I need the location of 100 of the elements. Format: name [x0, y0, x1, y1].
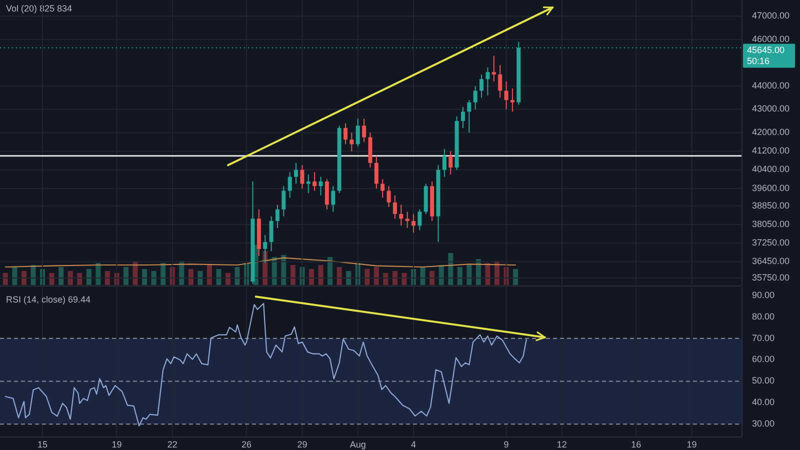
x-tick-label: 16 [631, 439, 642, 450]
bar [308, 269, 314, 285]
bar [188, 269, 194, 285]
y-tick-label: 41200.00 [752, 146, 790, 156]
bar [364, 269, 370, 285]
x-tick-label: 9 [504, 439, 509, 450]
y-tick-label: 47000.00 [752, 10, 790, 21]
candlestick [460, 106, 465, 128]
candlestick [324, 178, 329, 210]
candlestick [343, 122, 348, 145]
y-tick-label: 60.00 [752, 354, 775, 364]
x-tick-label: 19 [686, 439, 697, 450]
candlestick [269, 216, 274, 252]
candlestick [473, 86, 478, 110]
candlestick [392, 194, 397, 220]
bar [104, 271, 110, 285]
candlestick [356, 118, 360, 148]
candlestick [282, 186, 286, 217]
candlestick [362, 118, 366, 142]
y-tick-label: 38050.00 [752, 218, 790, 229]
bar [336, 267, 342, 285]
candlestick [405, 211, 410, 228]
bar [12, 267, 18, 285]
bar [58, 267, 64, 285]
x-tick-label: 15 [38, 439, 48, 450]
bar [77, 273, 82, 285]
y-tick-label: 39600.00 [752, 182, 790, 193]
candlestick [498, 64, 502, 98]
x-tick-label: 19 [112, 439, 122, 450]
bar [290, 265, 296, 285]
candlestick [331, 186, 336, 212]
y-tick-label: 44000.00 [752, 80, 790, 90]
candlestick [380, 178, 385, 198]
x-tick-label: 22 [167, 439, 178, 450]
candlestick [275, 204, 280, 228]
x-tick-label: 29 [297, 439, 308, 450]
bar [448, 253, 454, 285]
candlestick [386, 186, 391, 208]
candlestick [486, 66, 490, 96]
text: 50:16 [747, 56, 770, 66]
candlestick [399, 204, 404, 226]
bar [485, 263, 490, 285]
candlestick [504, 80, 508, 110]
bar [457, 267, 462, 285]
candlestick [510, 88, 514, 112]
candlestick [442, 148, 446, 178]
x-tick-label: 26 [242, 439, 252, 450]
bar [216, 269, 222, 285]
bar [123, 267, 128, 285]
y-tick-label: 43000.00 [752, 104, 790, 114]
candlestick [412, 214, 416, 234]
bar [96, 263, 101, 285]
y-tick-label: 50.00 [752, 376, 775, 386]
x-tick-label: 12 [556, 439, 567, 450]
bar [281, 255, 286, 285]
candlestick [312, 172, 317, 192]
bar [513, 269, 518, 285]
bar [49, 273, 54, 285]
y-tick-label: 42000.00 [752, 126, 790, 137]
y-tick-label: 36450.00 [752, 256, 790, 266]
candlestick [300, 164, 304, 189]
y-tick-label: 80.00 [752, 311, 775, 322]
bar [420, 267, 426, 285]
bar [383, 273, 388, 285]
bar [206, 265, 212, 285]
candlestick [448, 150, 453, 175]
candlestick [294, 162, 298, 184]
candlestick [306, 174, 310, 194]
y-tick-label: 37250.00 [752, 237, 790, 248]
bar [346, 271, 352, 285]
y-tick-label: 90.00 [752, 290, 775, 300]
bar [68, 271, 73, 285]
y-tick-label: 40.00 [752, 397, 775, 408]
bar [466, 265, 472, 285]
y-tick-label: 30.00 [752, 418, 775, 429]
candlestick [288, 172, 292, 198]
ref-line-label: 45645.00 [747, 45, 785, 56]
bar [430, 271, 435, 285]
bar [392, 271, 398, 285]
candlestick [374, 155, 378, 189]
bar [198, 271, 203, 285]
y-tick-label: 46000.00 [752, 34, 790, 44]
bar [374, 267, 379, 285]
y-tick-label: 70.00 [752, 332, 775, 343]
y-tick-label: 35750.00 [752, 272, 790, 282]
bar [318, 265, 324, 285]
bar [226, 273, 231, 285]
y-tick-label: 38850.00 [752, 200, 790, 210]
y-tick-label: 40400.00 [752, 164, 790, 174]
bar [86, 269, 92, 285]
candlestick [418, 208, 422, 231]
bar [328, 257, 333, 285]
bar [2, 273, 8, 285]
text: RSI (14, close) 69.44 [6, 294, 91, 304]
bar [142, 269, 148, 285]
candlestick [480, 74, 484, 98]
x-tick-label: Aug [350, 439, 366, 450]
x-tick-label: 4 [411, 439, 416, 450]
candlestick [350, 132, 354, 152]
bar [402, 273, 407, 285]
